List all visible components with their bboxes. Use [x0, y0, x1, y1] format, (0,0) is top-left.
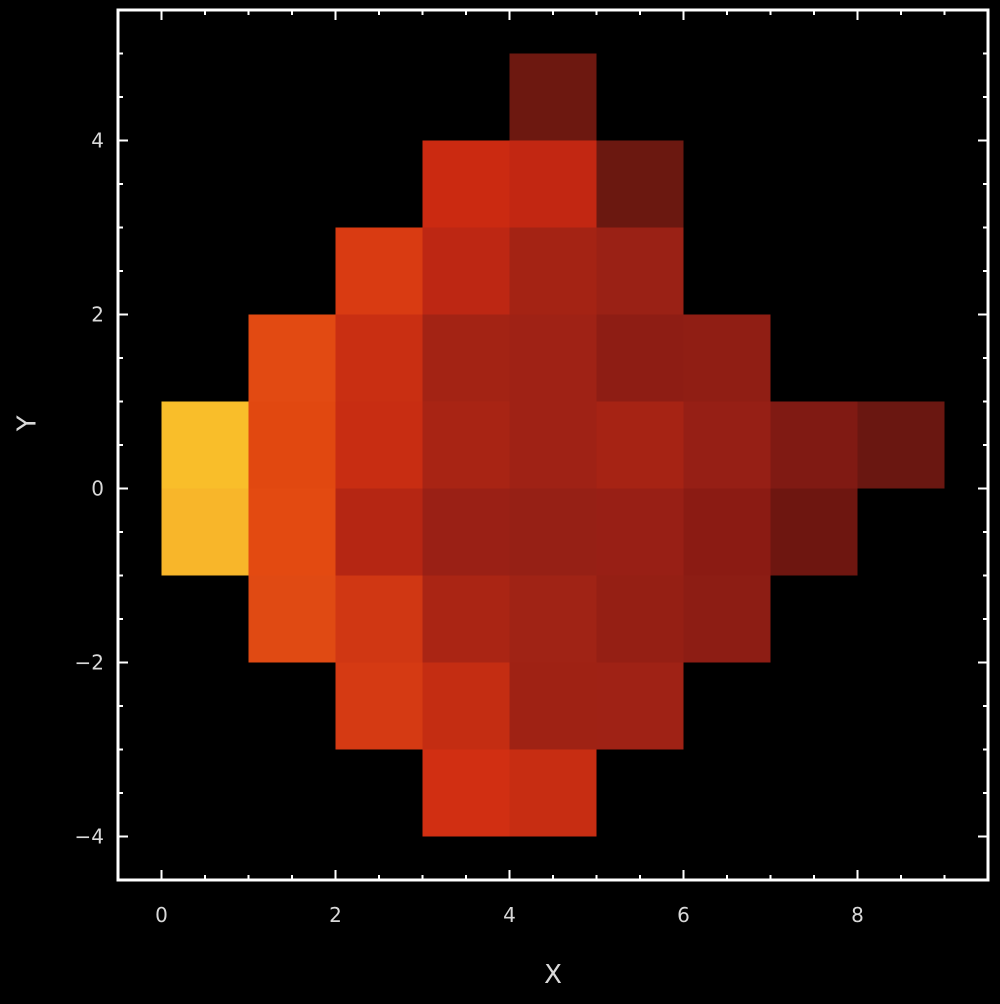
heatmap-cell	[422, 401, 510, 489]
heatmap-cell	[596, 140, 684, 228]
heatmap-cell	[596, 227, 684, 315]
heatmap-cell	[509, 575, 597, 663]
heatmap-cell	[596, 488, 684, 576]
heatmap-cell	[335, 662, 423, 750]
heatmap-cell	[509, 140, 597, 228]
heatmap-cell	[422, 488, 510, 576]
heatmap-cell	[857, 401, 945, 489]
heatmap-cell	[596, 401, 684, 489]
heatmap-cell	[335, 227, 423, 315]
heatmap-cell	[335, 401, 423, 489]
heatmap-cell	[422, 662, 510, 750]
heatmap-cell	[161, 401, 249, 489]
heatmap-cell	[335, 575, 423, 663]
x-tick-label: 2	[329, 903, 342, 927]
heatmap-cell	[335, 488, 423, 576]
heatmap-cell	[422, 749, 510, 837]
heatmap-cell	[770, 401, 858, 489]
x-tick-label: 4	[503, 903, 516, 927]
heatmap-cell	[596, 575, 684, 663]
heatmap-cell	[422, 140, 510, 228]
heatmap-cell	[683, 401, 771, 489]
heatmap-cell	[248, 488, 336, 576]
y-tick-labels: −4 −2 0 2 4	[75, 129, 104, 849]
y-axis-title: Y	[13, 415, 43, 432]
heatmap-cell	[596, 314, 684, 402]
y-tick-label: 0	[91, 477, 104, 501]
x-tick-label: 6	[677, 903, 690, 927]
heatmap-cell	[683, 314, 771, 402]
heatmap-cell	[596, 662, 684, 750]
heatmap-cell	[683, 575, 771, 663]
heatmap-cells	[161, 53, 945, 837]
heatmap-cell	[683, 488, 771, 576]
heatmap-cell	[509, 749, 597, 837]
heatmap-cell	[422, 314, 510, 402]
y-tick-label: −2	[75, 651, 104, 675]
heatmap-cell	[509, 53, 597, 141]
heatmap-cell	[509, 401, 597, 489]
x-tick-label: 8	[851, 903, 864, 927]
y-tick-label: 2	[91, 303, 104, 327]
heatmap-cell	[248, 314, 336, 402]
heatmap-cell	[161, 488, 249, 576]
x-tick-label: 0	[155, 903, 168, 927]
heatmap-cell	[422, 575, 510, 663]
heatmap-cell	[248, 401, 336, 489]
heatmap-cell	[509, 227, 597, 315]
heatmap-cell	[509, 662, 597, 750]
x-axis-title: X	[544, 960, 562, 990]
plot-frame	[116, 8, 990, 882]
heatmap-cell	[335, 314, 423, 402]
heatmap-cell	[422, 227, 510, 315]
y-tick-label: −4	[75, 825, 104, 849]
heatmap-cell	[509, 488, 597, 576]
x-tick-labels: 0 2 4 6 8	[155, 903, 864, 927]
heatmap-cell	[770, 488, 858, 576]
heatmap-cell	[509, 314, 597, 402]
heatmap-cell	[248, 575, 336, 663]
y-tick-label: 4	[91, 129, 104, 153]
